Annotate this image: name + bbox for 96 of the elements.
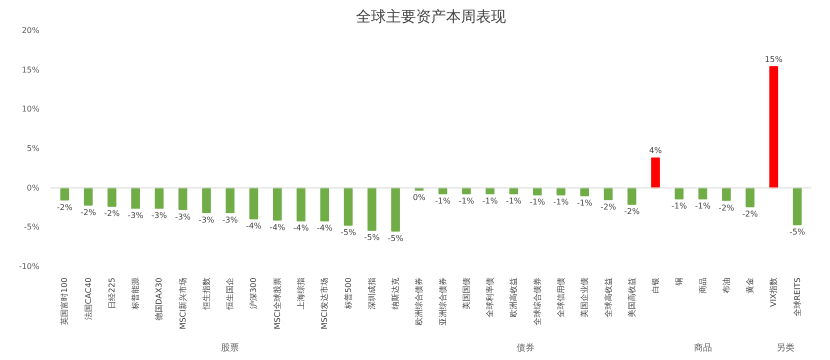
y-tick-label: 10% (22, 104, 40, 114)
x-tick-label: 法国CAC40 (84, 277, 93, 320)
data-label: -2% (600, 202, 616, 212)
bar (226, 187, 235, 214)
x-tick-label: 深圳成指 (367, 278, 376, 310)
x-tick-label: 美国企业债 (580, 278, 590, 318)
x-tick-label: 美国高收益 (627, 278, 636, 318)
x-tick-label: 白银 (651, 278, 660, 294)
x-tick-label: 英国富时100 (60, 277, 70, 325)
data-label: -3% (151, 211, 168, 220)
x-tick-label: 全球高收益 (604, 278, 613, 318)
bar (154, 187, 164, 209)
data-label: -1% (530, 198, 546, 207)
bar (178, 187, 188, 210)
data-label: 4% (649, 146, 662, 156)
data-label: -1% (435, 196, 452, 206)
bar (769, 66, 778, 188)
x-tick-label: 沪深300 (249, 277, 258, 309)
chart-title: 全球主要资产本周表现 (356, 8, 506, 26)
data-label: -4% (316, 224, 333, 233)
x-tick-label: VIX指数 (769, 278, 778, 307)
y-tick-label: 5% (26, 144, 40, 153)
bar (627, 187, 636, 205)
x-tick-label: 全球综合债券 (532, 278, 542, 326)
bar (108, 187, 116, 207)
x-tick-label: 标普500 (344, 277, 353, 310)
x-tick-label: 日经225 (107, 277, 116, 309)
bar (320, 187, 330, 222)
data-label: -5% (364, 233, 380, 242)
x-tick-label: 亚洲综合债券 (438, 278, 448, 326)
bar (722, 187, 731, 201)
y-tick-label: 15% (22, 65, 40, 74)
data-label: -2% (104, 209, 120, 218)
y-tick-label: 0% (26, 183, 40, 192)
text: 另类 (776, 342, 795, 354)
data-label: -1% (671, 202, 688, 211)
x-tick-label: 标普能源 (131, 278, 140, 310)
x-tick-label: MSCI新兴市场 (178, 277, 188, 330)
x-tick-label: 全球信用债 (556, 278, 566, 318)
data-label: -2% (624, 207, 640, 216)
y-tick-label: -10% (18, 262, 40, 271)
x-tick-label: 商品 (698, 278, 708, 294)
data-label: -1% (576, 198, 593, 208)
data-label: -5% (340, 228, 356, 238)
x-tick-label: 恒生国企 (226, 278, 235, 310)
bar (651, 157, 660, 188)
x-tick-label: 上海综指 (296, 278, 306, 310)
data-label: -2% (718, 203, 735, 212)
data-label: 15% (764, 54, 783, 64)
data-label: -2% (742, 210, 758, 219)
data-label: -1% (506, 196, 522, 206)
x-tick-label: 铜 (674, 278, 684, 286)
data-label: -1% (482, 196, 498, 206)
bar (296, 187, 306, 222)
bar (249, 187, 258, 220)
bar (746, 187, 754, 208)
data-label: -3% (222, 215, 238, 224)
x-tick-label: 全球REITS (792, 278, 802, 316)
y-tick-label: -5% (24, 222, 40, 232)
data-label: -2% (56, 202, 73, 212)
y-tick-label: 20% (22, 26, 40, 35)
x-tick-label: 恒生指数 (202, 278, 211, 310)
data-label: -2% (80, 208, 96, 217)
data-label: 0% (412, 193, 426, 202)
bar (792, 187, 802, 226)
x-tick-label: 德国DAX30 (154, 277, 164, 321)
data-label: -1% (458, 196, 475, 206)
bar (202, 187, 211, 214)
x-tick-label: 美国国债 (462, 278, 471, 310)
bar (272, 187, 282, 221)
x-tick-label: 欧洲高收益 (509, 278, 518, 318)
x-tick-label: 纳斯达克 (391, 278, 400, 310)
bar (368, 187, 376, 231)
data-label: -4% (270, 222, 286, 232)
data-label: -4% (293, 224, 310, 233)
x-tick-label: 布油 (722, 278, 731, 294)
x-tick-label: 全球利率债 (486, 278, 495, 318)
data-label: -5% (790, 228, 806, 237)
x-tick-label: MSCI发达市场 (320, 277, 330, 330)
data-label: -4% (246, 222, 262, 231)
bar (391, 187, 400, 232)
data-label: -1% (553, 198, 570, 207)
bar (84, 187, 93, 206)
text: 商品 (694, 342, 712, 354)
data-label: -3% (175, 212, 192, 222)
bar (131, 187, 140, 209)
x-tick-label: 欧洲综合债券 (414, 278, 424, 326)
text: 股票 (221, 342, 240, 354)
data-label: -1% (694, 202, 711, 211)
data-label: -3% (128, 211, 144, 220)
x-tick-label: MSCI全球股票 (272, 277, 282, 330)
x-tick-label: 黄金 (746, 278, 755, 294)
data-label: -3% (198, 215, 215, 224)
bar (344, 187, 353, 226)
text: 债券 (516, 342, 535, 354)
data-label: -5% (388, 234, 404, 243)
